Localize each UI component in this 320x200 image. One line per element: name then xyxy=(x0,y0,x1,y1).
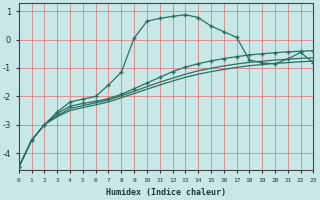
X-axis label: Humidex (Indice chaleur): Humidex (Indice chaleur) xyxy=(106,188,226,197)
